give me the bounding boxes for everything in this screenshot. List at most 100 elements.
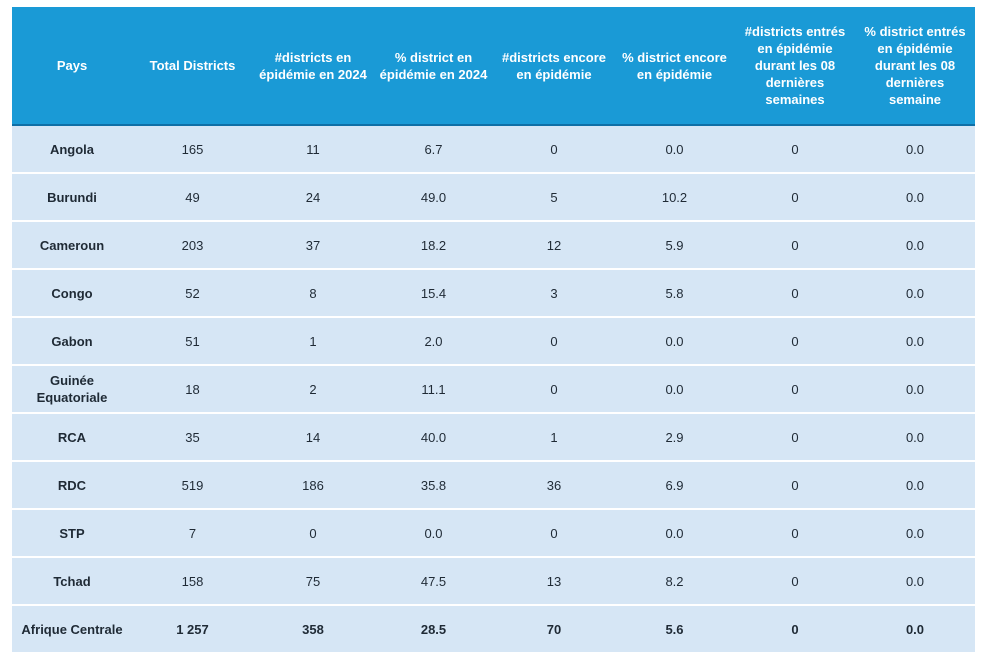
cell-districts-epidemie-2024: 186 xyxy=(253,462,373,510)
cell-pays: Gabon xyxy=(12,318,132,366)
table-row: Burundi 49 24 49.0 5 10.2 0 0.0 xyxy=(12,174,975,222)
cell-pct-encore: 5.8 xyxy=(614,270,735,318)
cell-pct-epidemie-2024: 47.5 xyxy=(373,558,494,606)
cell-pays: Cameroun xyxy=(12,222,132,270)
table-row: RCA 35 14 40.0 1 2.9 0 0.0 xyxy=(12,414,975,462)
cell-pct-encore: 5.9 xyxy=(614,222,735,270)
cell-districts-entres-8-semaines: 0 xyxy=(735,270,855,318)
cell-total-districts: 519 xyxy=(132,462,253,510)
cell-districts-encore: 0 xyxy=(494,126,614,174)
header-total-districts: Total Districts xyxy=(132,7,253,126)
cell-pct-encore: 2.9 xyxy=(614,414,735,462)
epidemic-districts-table-container: Pays Total Districts #districts en épidé… xyxy=(12,7,975,652)
cell-districts-entres-8-semaines: 0 xyxy=(735,222,855,270)
table-row: Gabon 51 1 2.0 0 0.0 0 0.0 xyxy=(12,318,975,366)
table-row: Tchad 158 75 47.5 13 8.2 0 0.0 xyxy=(12,558,975,606)
cell-districts-epidemie-2024: 11 xyxy=(253,126,373,174)
cell-pct-encore: 10.2 xyxy=(614,174,735,222)
cell-pct-epidemie-2024: 28.5 xyxy=(373,606,494,652)
cell-pays: RDC xyxy=(12,462,132,510)
cell-pct-entres-8-semaines: 0.0 xyxy=(855,366,975,414)
cell-districts-epidemie-2024: 0 xyxy=(253,510,373,558)
cell-districts-entres-8-semaines: 0 xyxy=(735,126,855,174)
cell-total-districts: 52 xyxy=(132,270,253,318)
table-row: Cameroun 203 37 18.2 12 5.9 0 0.0 xyxy=(12,222,975,270)
cell-pct-entres-8-semaines: 0.0 xyxy=(855,606,975,652)
cell-pays: Guinée Equatoriale xyxy=(12,366,132,414)
cell-pct-entres-8-semaines: 0.0 xyxy=(855,174,975,222)
cell-districts-encore: 0 xyxy=(494,510,614,558)
cell-districts-entres-8-semaines: 0 xyxy=(735,414,855,462)
cell-pct-epidemie-2024: 11.1 xyxy=(373,366,494,414)
cell-pays: Tchad xyxy=(12,558,132,606)
cell-total-districts: 7 xyxy=(132,510,253,558)
cell-pays: RCA xyxy=(12,414,132,462)
cell-pct-encore: 5.6 xyxy=(614,606,735,652)
cell-total-districts: 35 xyxy=(132,414,253,462)
cell-districts-entres-8-semaines: 0 xyxy=(735,462,855,510)
cell-pct-entres-8-semaines: 0.0 xyxy=(855,318,975,366)
cell-pct-epidemie-2024: 18.2 xyxy=(373,222,494,270)
cell-districts-epidemie-2024: 14 xyxy=(253,414,373,462)
cell-pct-epidemie-2024: 35.8 xyxy=(373,462,494,510)
header-pct-district-entres-8-semaines: % district entrés en épidémie durant les… xyxy=(855,7,975,126)
cell-districts-encore: 36 xyxy=(494,462,614,510)
cell-pct-entres-8-semaines: 0.0 xyxy=(855,510,975,558)
cell-districts-epidemie-2024: 8 xyxy=(253,270,373,318)
header-districts-entres-8-semaines: #districts entrés en épidémie durant les… xyxy=(735,7,855,126)
cell-total-districts: 203 xyxy=(132,222,253,270)
epidemic-districts-table: Pays Total Districts #districts en épidé… xyxy=(12,7,975,652)
header-row: Pays Total Districts #districts en épidé… xyxy=(12,7,975,126)
cell-districts-entres-8-semaines: 0 xyxy=(735,366,855,414)
cell-total-districts: 51 xyxy=(132,318,253,366)
cell-districts-encore: 1 xyxy=(494,414,614,462)
cell-total-districts: 158 xyxy=(132,558,253,606)
cell-districts-encore: 13 xyxy=(494,558,614,606)
table-row: Congo 52 8 15.4 3 5.8 0 0.0 xyxy=(12,270,975,318)
cell-districts-epidemie-2024: 37 xyxy=(253,222,373,270)
cell-districts-epidemie-2024: 75 xyxy=(253,558,373,606)
cell-districts-entres-8-semaines: 0 xyxy=(735,174,855,222)
cell-pct-encore: 8.2 xyxy=(614,558,735,606)
table-row: STP 7 0 0.0 0 0.0 0 0.0 xyxy=(12,510,975,558)
cell-total-districts: 49 xyxy=(132,174,253,222)
cell-districts-epidemie-2024: 2 xyxy=(253,366,373,414)
cell-districts-entres-8-semaines: 0 xyxy=(735,606,855,652)
cell-total-districts: 1 257 xyxy=(132,606,253,652)
cell-districts-encore: 12 xyxy=(494,222,614,270)
cell-pays: Burundi xyxy=(12,174,132,222)
cell-total-districts: 165 xyxy=(132,126,253,174)
cell-districts-epidemie-2024: 1 xyxy=(253,318,373,366)
header-districts-epidemie-2024: #districts en épidémie en 2024 xyxy=(253,7,373,126)
cell-pct-encore: 0.0 xyxy=(614,318,735,366)
cell-pays: Congo xyxy=(12,270,132,318)
cell-pct-entres-8-semaines: 0.0 xyxy=(855,126,975,174)
cell-pct-entres-8-semaines: 0.0 xyxy=(855,462,975,510)
cell-districts-epidemie-2024: 358 xyxy=(253,606,373,652)
cell-districts-encore: 0 xyxy=(494,318,614,366)
table-body: Angola 165 11 6.7 0 0.0 0 0.0 Burundi 49 24 49.0 5 10… xyxy=(12,126,975,652)
cell-districts-entres-8-semaines: 0 xyxy=(735,318,855,366)
cell-pct-entres-8-semaines: 0.0 xyxy=(855,414,975,462)
cell-pct-encore: 0.0 xyxy=(614,510,735,558)
table-total-row: Afrique Centrale 1 257 358 28.5 70 5.6 0 0.0 xyxy=(12,606,975,652)
cell-pct-entres-8-semaines: 0.0 xyxy=(855,222,975,270)
cell-pct-encore: 0.0 xyxy=(614,366,735,414)
cell-districts-encore: 0 xyxy=(494,366,614,414)
header-pct-district-epidemie-2024: % district en épidémie en 2024 xyxy=(373,7,494,126)
table-row: RDC 519 186 35.8 36 6.9 0 0.0 xyxy=(12,462,975,510)
header-pays: Pays xyxy=(12,7,132,126)
header-pct-district-encore-epidemie: % district encore en épidémie xyxy=(614,7,735,126)
cell-pct-epidemie-2024: 6.7 xyxy=(373,126,494,174)
cell-pct-encore: 0.0 xyxy=(614,126,735,174)
cell-districts-encore: 70 xyxy=(494,606,614,652)
cell-districts-encore: 5 xyxy=(494,174,614,222)
cell-pct-encore: 6.9 xyxy=(614,462,735,510)
cell-pays: STP xyxy=(12,510,132,558)
cell-districts-entres-8-semaines: 0 xyxy=(735,558,855,606)
cell-pays: Angola xyxy=(12,126,132,174)
table-header: Pays Total Districts #districts en épidé… xyxy=(12,7,975,126)
cell-pct-entres-8-semaines: 0.0 xyxy=(855,558,975,606)
cell-pct-epidemie-2024: 49.0 xyxy=(373,174,494,222)
cell-districts-epidemie-2024: 24 xyxy=(253,174,373,222)
